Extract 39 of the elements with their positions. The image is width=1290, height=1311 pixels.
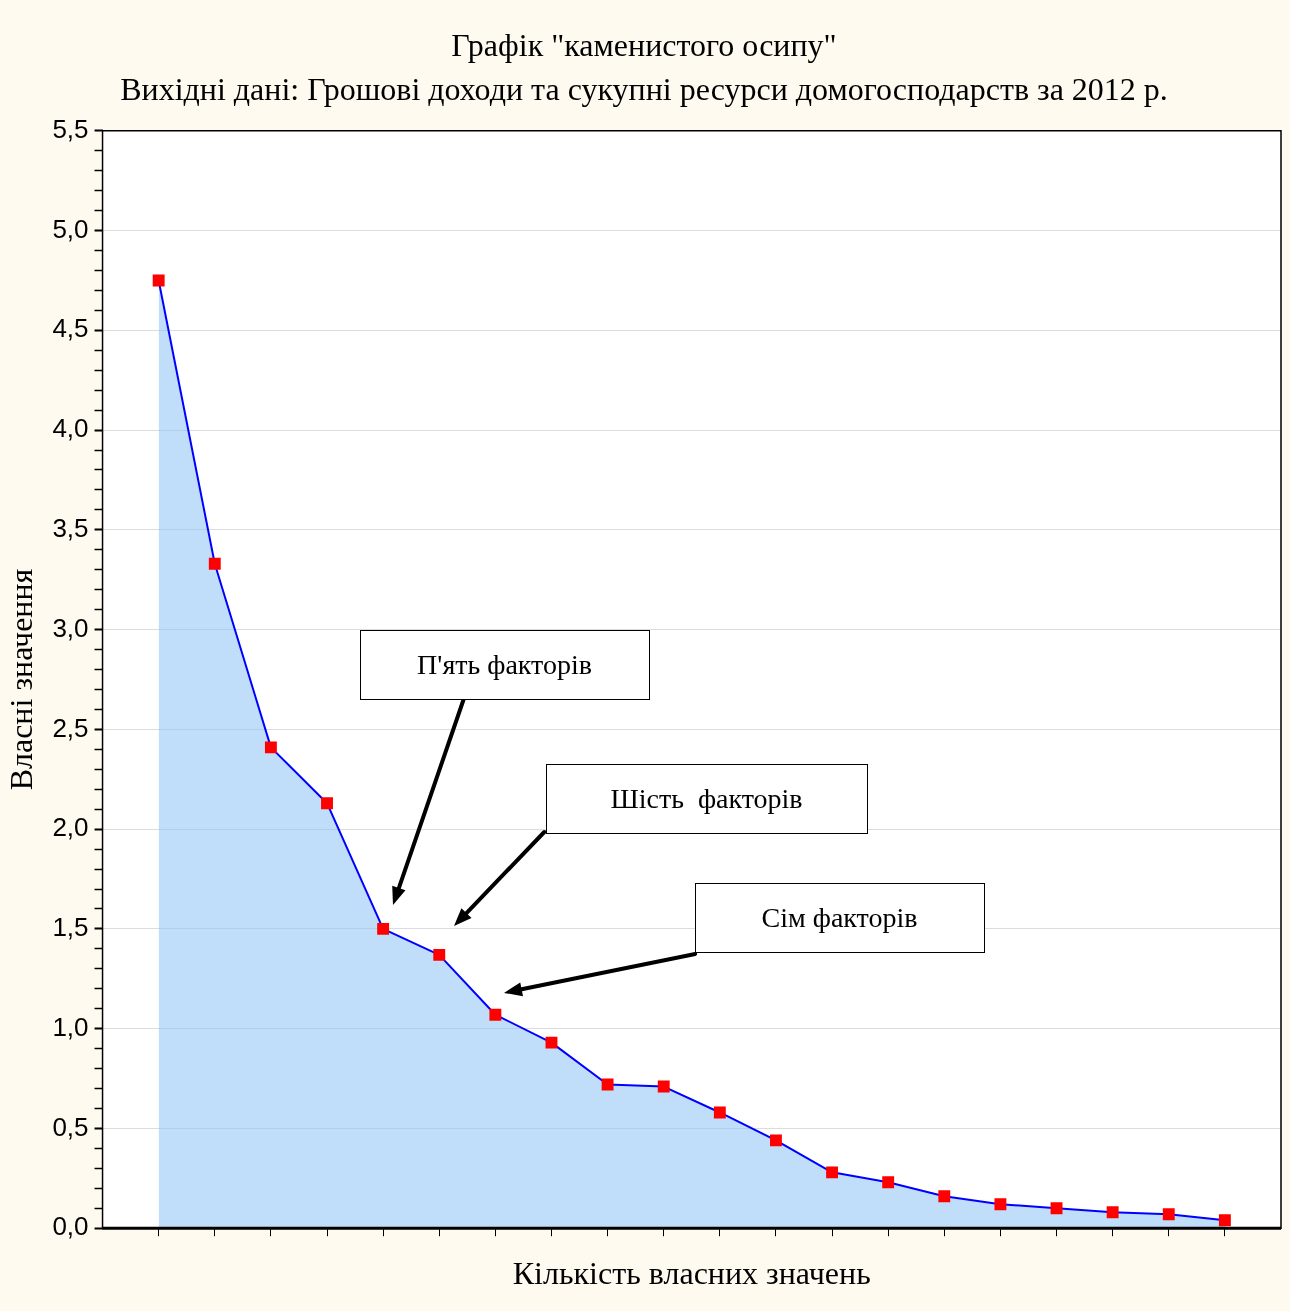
point	[938, 1190, 951, 1203]
point	[713, 1106, 726, 1119]
point	[1162, 1208, 1175, 1221]
point	[433, 948, 446, 961]
y-tick-label: 5,0	[52, 213, 89, 244]
point	[1218, 1214, 1231, 1227]
y-tick-label: 2,5	[52, 712, 89, 743]
point	[826, 1166, 839, 1179]
callout-box: Сім факторів	[694, 882, 985, 953]
chart-subtitle: Вихідні дані: Грошові доходи та сукупні ресурси домогосподарств за 2012 р.	[120, 71, 1168, 108]
y-tick-label: 2,0	[52, 812, 89, 843]
y-tick-label: 0,5	[52, 1111, 89, 1142]
point	[489, 1008, 502, 1021]
point	[545, 1036, 558, 1049]
x-axis-title: Кількість власних значень	[512, 1255, 871, 1292]
y-tick-label: 3,5	[52, 513, 89, 544]
point	[770, 1134, 782, 1147]
y-tick-label: 5,5	[52, 113, 89, 144]
point	[264, 741, 277, 754]
y-tick-label: 4,0	[52, 413, 89, 444]
y-tick-label: 1,0	[52, 1011, 89, 1042]
point	[1050, 1202, 1063, 1215]
callout-box: Шість факторів	[545, 763, 868, 834]
point	[321, 797, 333, 810]
point	[208, 557, 221, 570]
y-tick-label: 0,0	[52, 1211, 89, 1242]
point	[994, 1198, 1007, 1211]
y-axis-title: Власні значення	[2, 568, 39, 791]
point	[882, 1176, 895, 1189]
y-tick-label: 3,0	[52, 612, 89, 643]
point	[1106, 1206, 1119, 1219]
point	[152, 274, 165, 287]
y-tick-label: 1,5	[52, 912, 89, 943]
point	[601, 1078, 614, 1091]
callout-box: П'ять факторів	[359, 629, 650, 700]
chart-title: Графік "каменистого осипу"	[451, 26, 837, 63]
point	[657, 1080, 670, 1093]
y-tick-label: 4,5	[52, 313, 89, 344]
point	[377, 922, 390, 935]
